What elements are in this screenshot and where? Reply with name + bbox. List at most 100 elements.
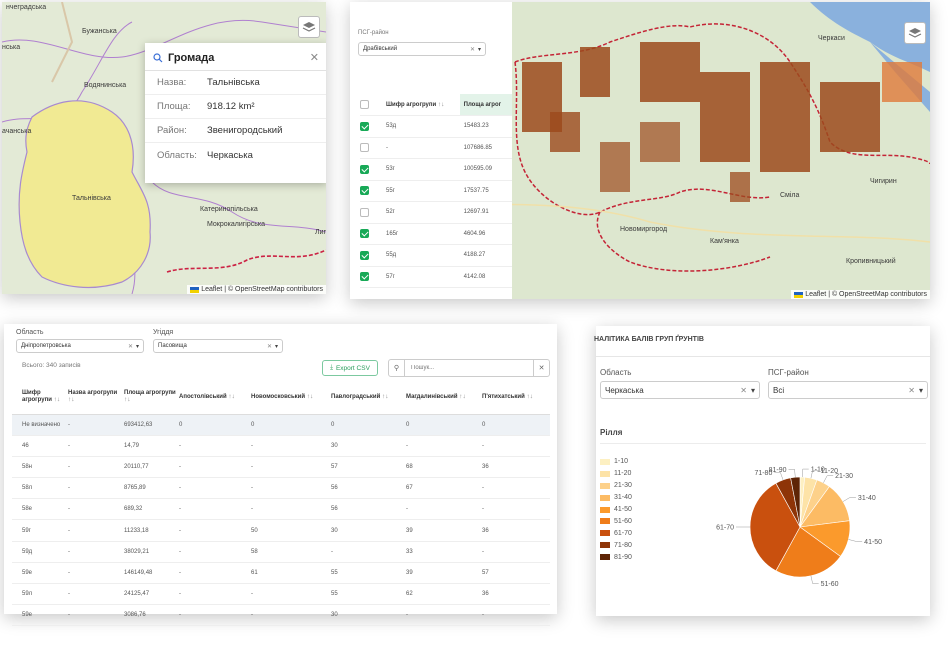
table-cell: 30	[331, 520, 406, 541]
sort-icon[interactable]: ↑↓	[54, 396, 61, 403]
table-row[interactable]: 53г 100595.09	[360, 159, 512, 181]
table-cell: 58е	[12, 499, 68, 520]
column-header[interactable]: Площа агрогрупи ↑↓	[124, 380, 179, 414]
legend-item[interactable]: 71-80	[600, 539, 632, 551]
table-cell: -	[68, 456, 124, 477]
column-header[interactable]: Павлоградський ↑↓	[331, 380, 406, 414]
legend-item[interactable]: 21-30	[600, 480, 632, 492]
clear-icon[interactable]: ✕	[267, 343, 272, 350]
district-select[interactable]: Драбівський ✕ ▾	[358, 42, 486, 56]
sort-icon[interactable]: ↑↓	[68, 396, 75, 403]
chevron-down-icon[interactable]: ▾	[478, 46, 481, 53]
row-checkbox[interactable]	[360, 272, 369, 281]
popup-row: Назва: Тальнівська	[145, 71, 326, 95]
legend-item[interactable]: 61-70	[600, 527, 632, 539]
row-checkbox[interactable]	[360, 229, 369, 238]
table-row[interactable]: 59е -3086,76- -30- -	[12, 605, 550, 626]
row-checkbox[interactable]	[360, 186, 369, 195]
row-checkbox[interactable]	[360, 122, 369, 131]
table-cell: 14,79	[124, 435, 179, 456]
attribution-text[interactable]: Leaflet | © OpenStreetMap contributors	[805, 291, 927, 298]
table-cell: 0	[406, 414, 482, 435]
legend-item[interactable]: 11-20	[600, 468, 632, 480]
legend-item[interactable]: 31-40	[600, 492, 632, 504]
oblast-select[interactable]: Черкаська ✕ ▾	[600, 381, 760, 399]
row-checkbox[interactable]	[360, 251, 369, 260]
sort-icon[interactable]: ↑↓	[382, 393, 389, 400]
table-row[interactable]: 55д 4188.27	[360, 245, 512, 267]
table-row[interactable]: 55г 17537.75	[360, 180, 512, 202]
export-csv-button[interactable]: ⤓ Export CSV	[322, 360, 378, 376]
legend-item[interactable]: 41-50	[600, 504, 632, 516]
column-header[interactable]: Магдалинівський ↑↓	[406, 380, 482, 414]
table-row[interactable]: 59д -38029,21-58-33-	[12, 541, 550, 562]
table-row[interactable]: 57г 4142.08	[360, 266, 512, 288]
clear-icon[interactable]: ✕	[128, 343, 133, 350]
district-select[interactable]: Всі ✕ ▾	[768, 381, 928, 399]
column-header[interactable]: Шифр агрогрупи ↑↓	[12, 380, 68, 414]
sort-icon[interactable]: ↑↓	[124, 396, 131, 403]
row-checkbox[interactable]	[360, 208, 369, 217]
layers-button[interactable]	[298, 16, 320, 38]
table-row[interactable]: 165г 4604.96	[360, 223, 512, 245]
table-row[interactable]: 52г 12697.91	[360, 202, 512, 224]
sort-icon[interactable]: ↑↓	[228, 393, 235, 400]
column-header[interactable]: Площа агрог	[460, 94, 512, 116]
table-cell: -	[68, 562, 124, 583]
column-header[interactable]: П'ятихатський ↑↓	[482, 380, 550, 414]
table-cell: -	[482, 541, 550, 562]
legend-item[interactable]: 1-10	[600, 456, 632, 468]
column-header[interactable]: Новомосковський ↑↓	[251, 380, 331, 414]
row-checkbox[interactable]	[360, 165, 369, 174]
chevron-down-icon[interactable]: ▾	[751, 386, 755, 395]
clear-search-button[interactable]: ✕	[533, 360, 549, 376]
agrogroup-code: 53г	[386, 159, 460, 181]
column-header[interactable]: Назва агрогрупи ↑↓	[68, 380, 124, 414]
table-cell: 59г	[12, 520, 68, 541]
table-row[interactable]: -107686.85	[360, 137, 512, 159]
table-row[interactable]: 58н -20110,77- -57 68 36	[12, 456, 550, 477]
sort-icon[interactable]: ↑↓	[438, 101, 445, 108]
table-row[interactable]: 59е -146149,48-61 55 39 57	[12, 562, 550, 583]
table-row[interactable]: 46-14,79- -30- -	[12, 435, 550, 456]
table-cell: 693412,63	[124, 414, 179, 435]
sort-icon[interactable]: ↑↓	[459, 393, 466, 400]
table-row[interactable]: 59г -11233,18-50 30 39 36	[12, 520, 550, 541]
clear-icon[interactable]: ✕	[908, 386, 915, 395]
popup-value: Тальнівська	[207, 77, 260, 88]
chevron-down-icon[interactable]: ▾	[136, 343, 139, 350]
table-row[interactable]: 58е -689,32- -56- -	[12, 499, 550, 520]
row-checkbox[interactable]	[360, 143, 369, 152]
agrogroup-code: 55г	[386, 180, 460, 202]
table-cell: -	[179, 456, 251, 477]
sort-icon[interactable]: ↑↓	[307, 393, 314, 400]
table-row[interactable]: 59л -24125,47- -55 62 36	[12, 584, 550, 605]
land-type-select[interactable]: Пасовища ✕ ▾	[153, 339, 283, 353]
legend-item[interactable]: 51-60	[600, 515, 632, 527]
table-cell: -	[251, 584, 331, 605]
column-header[interactable]: Шифр агрогрупи ↑↓	[386, 94, 460, 116]
agrogroup-area: 4142.08	[460, 266, 512, 288]
clear-icon[interactable]: ✕	[740, 386, 747, 395]
popup-title: Громада	[168, 52, 310, 64]
legend-item[interactable]: 81-90	[600, 551, 632, 563]
legend-label: 31-40	[614, 494, 632, 501]
table-row[interactable]: Не визначено -693412,63 0 0 0 0 0	[12, 414, 550, 435]
attribution-text[interactable]: Leaflet | © OpenStreetMap contributors	[201, 286, 323, 293]
chart-legend: 1-10 11-20 21-30 31-40 41-50 51-60 61-70 71-80 8…	[600, 456, 632, 563]
oblast-select[interactable]: Дніпропетровська ✕ ▾	[16, 339, 144, 353]
clear-icon[interactable]: ✕	[470, 46, 475, 53]
layers-button[interactable]	[904, 22, 926, 44]
table-header-row: Шифр агрогрупи ↑↓ Площа агрог	[360, 94, 512, 116]
sort-icon[interactable]: ↑↓	[526, 393, 533, 400]
select-all-checkbox[interactable]	[360, 100, 369, 109]
section-title: Рілля	[600, 428, 622, 437]
table-row[interactable]: 58л -8765,89- -56 67-	[12, 478, 550, 499]
chevron-down-icon[interactable]: ▾	[275, 343, 278, 350]
column-header[interactable]: Апостолівський ↑↓	[179, 380, 251, 414]
table-cell: -	[251, 435, 331, 456]
table-row[interactable]: 53д 15483.23	[360, 116, 512, 138]
search-input[interactable]	[405, 360, 533, 376]
close-icon[interactable]: ✕	[310, 51, 319, 64]
chevron-down-icon[interactable]: ▾	[919, 386, 923, 395]
